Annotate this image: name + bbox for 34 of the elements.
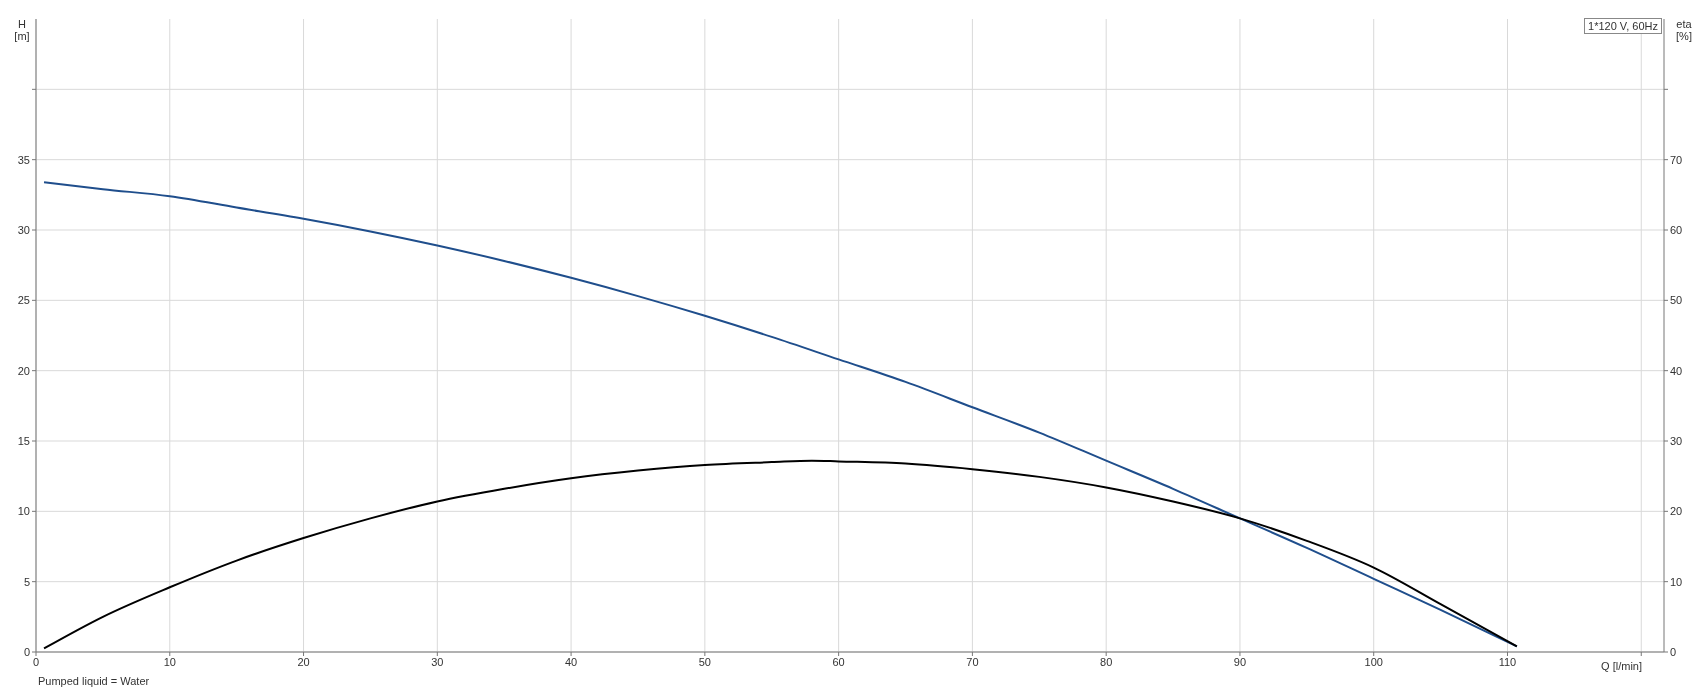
annotation: 1*120 V, 60Hz — [1584, 18, 1662, 34]
x-tick-label: 30 — [431, 655, 444, 668]
text: Pumped liquid = Water — [38, 675, 150, 687]
x-tick-label: 10 — [163, 655, 176, 668]
x-tick-label: 70 — [966, 655, 979, 668]
y2-tick-label: 60 — [1670, 223, 1683, 236]
y-tick-label: 5 — [23, 575, 30, 588]
y2-tick-label: 10 — [1670, 575, 1683, 588]
y2-tick-label: 20 — [1670, 505, 1683, 518]
y2-tick-label: 30 — [1670, 434, 1683, 447]
y2-tick-label: 0 — [1670, 645, 1677, 658]
x-axis-title: Q [l/min] — [1601, 660, 1642, 672]
x-tick-label: 50 — [698, 655, 711, 668]
x-tick-label: 90 — [1233, 655, 1247, 668]
x-tick-label: 110 — [1498, 655, 1517, 668]
x-tick-label: 80 — [1100, 655, 1113, 668]
x-tick-label: 0 — [32, 655, 40, 668]
y-tick-label: 20 — [17, 364, 30, 377]
y-axis-title: H [m] — [14, 18, 30, 42]
x-tick-label: 60 — [832, 655, 845, 668]
y-tick-label: 10 — [17, 505, 30, 518]
y-tick-label: 15 — [17, 434, 30, 447]
x-tick-label: 20 — [297, 655, 310, 668]
y-tick-label: 30 — [17, 223, 30, 236]
y2-tick-label: 40 — [1670, 364, 1683, 377]
x-tick-label: 40 — [564, 655, 578, 668]
y2-tick-label: 50 — [1670, 294, 1683, 307]
y2-axis-title: eta [%] — [1676, 18, 1693, 42]
x-tick-label: 100 — [1364, 655, 1383, 668]
y-tick-label: 0 — [23, 645, 30, 658]
line-series — [43, 459, 1518, 650]
y2-tick-label: 70 — [1670, 153, 1683, 166]
y-tick-label: 35 — [17, 153, 30, 166]
y-tick-label: 25 — [17, 294, 30, 307]
